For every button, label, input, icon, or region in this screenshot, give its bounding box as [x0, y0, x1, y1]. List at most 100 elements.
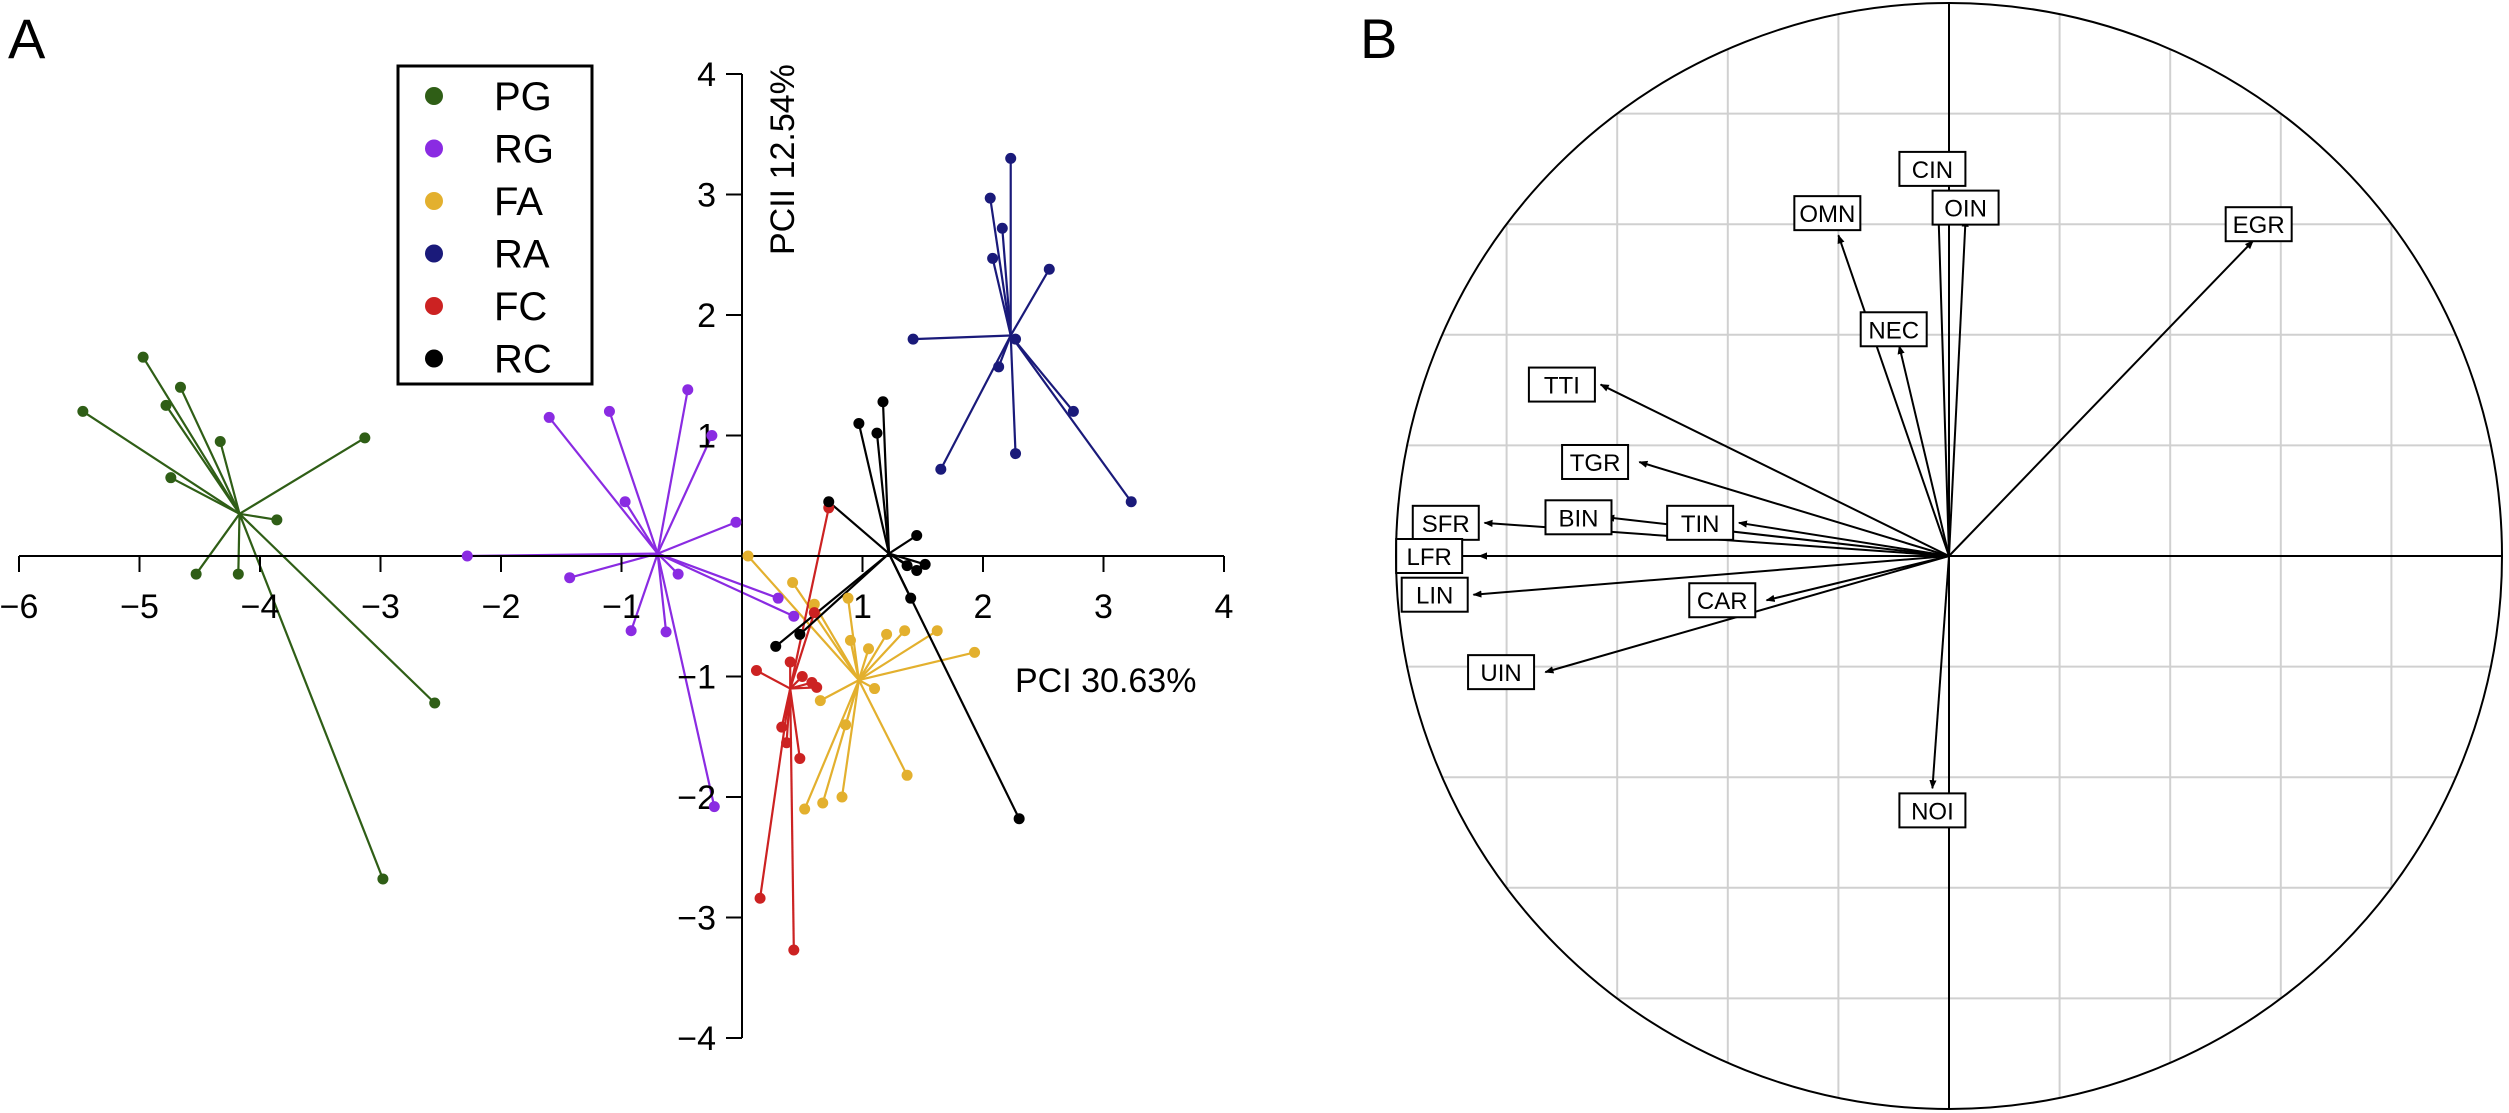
legend-label-fc: FC — [494, 285, 547, 329]
spoke-fa — [858, 629, 938, 682]
spoke-pg — [239, 512, 278, 521]
point-ra — [1010, 448, 1022, 460]
legend-marker-fc — [425, 297, 443, 315]
variable-label-lfr: LFR — [1395, 538, 1464, 574]
spoke-rg — [630, 553, 659, 632]
point-rg — [564, 572, 576, 584]
point-fa — [836, 791, 848, 803]
label-text: LFR — [1407, 544, 1452, 571]
variable-label-oin: OIN — [1931, 189, 2000, 226]
spoke-pg — [237, 513, 241, 575]
point-rg — [603, 405, 615, 417]
point-fa — [969, 646, 981, 658]
point-rc — [853, 417, 865, 429]
legend-marker-pg — [425, 87, 443, 105]
spoke-rc — [775, 552, 890, 648]
spoke-rg — [657, 552, 779, 600]
label-box — [1859, 311, 1928, 348]
point-fc — [784, 656, 796, 668]
spoke-rg — [656, 553, 668, 633]
point-pg — [377, 873, 389, 885]
point-pg — [165, 472, 177, 484]
spoke-fc — [755, 669, 791, 690]
point-pg — [174, 381, 186, 393]
spoke-fa — [857, 679, 909, 776]
spoke-fc — [789, 507, 830, 689]
point-fc — [794, 752, 806, 764]
label-box — [1400, 576, 1469, 613]
arrow-omn — [1837, 234, 1950, 557]
spoke-fa — [803, 679, 860, 810]
point-pg — [214, 436, 226, 448]
spoke-fa — [747, 555, 860, 681]
variable-label-nec: NEC — [1859, 311, 1928, 348]
point-rc — [919, 558, 931, 570]
point-rg — [730, 516, 742, 528]
label-text: OIN — [1944, 196, 1987, 223]
point-pg — [160, 399, 172, 411]
legend-marker-rg — [425, 139, 443, 158]
spoke-rg — [656, 389, 689, 554]
legend: PG RG FA RA FC RC — [396, 64, 594, 386]
point-rc — [1013, 813, 1025, 825]
spoke-pg — [238, 436, 366, 515]
point-rc — [823, 496, 835, 508]
spoke-ra — [913, 334, 1011, 341]
point-rc — [911, 564, 923, 576]
point-rg — [708, 801, 720, 813]
point-ra — [1125, 496, 1137, 508]
spoke-fa — [840, 679, 860, 798]
point-rg — [772, 592, 784, 604]
x-tick-label: −3 — [361, 588, 400, 626]
point-fa — [901, 769, 913, 781]
point-ra — [1010, 333, 1022, 345]
arrow-tin — [1737, 520, 1950, 557]
spoke-rg — [624, 501, 659, 555]
legend-label-ra: RA — [494, 233, 550, 277]
label-box — [1898, 792, 1967, 829]
spoke-pg — [219, 441, 241, 515]
label-box — [1411, 504, 1480, 541]
spoke-fc — [789, 688, 801, 759]
spoke-ra — [939, 334, 1012, 470]
spoke-rc — [828, 500, 890, 555]
point-pg — [77, 405, 89, 417]
spoke-pg — [238, 513, 436, 704]
y-tick-label: −1 — [677, 659, 716, 697]
label-box — [1561, 443, 1630, 480]
x-tick-label: −5 — [120, 588, 159, 626]
point-rg — [682, 384, 694, 396]
group-spokes — [82, 158, 1133, 951]
y-tick-label: −2 — [677, 779, 716, 817]
label-box — [1467, 654, 1536, 691]
spoke-fa — [813, 603, 860, 681]
label-box — [1898, 150, 1967, 187]
spoke-rg — [657, 521, 737, 555]
point-fc — [796, 671, 808, 682]
point-fa — [881, 628, 893, 640]
spoke-pg — [170, 476, 241, 515]
spoke-pg — [165, 404, 241, 515]
point-fa — [808, 598, 820, 610]
legend-marker-rc — [425, 349, 443, 368]
arrow-oin — [1948, 217, 1969, 557]
point-fa — [814, 695, 826, 707]
point-fa — [842, 592, 854, 604]
panel-b-correlation-circle: B CIN OIN OMN EGR NEC TTI TGR BIN TIN SFR LFR LIN CA… — [1360, 2, 2503, 1110]
point-rc — [871, 427, 883, 439]
point-ra — [996, 222, 1008, 234]
variable-label-cin: CIN — [1898, 150, 1967, 187]
x-axis-label: PCI 30.63% — [1015, 662, 1196, 700]
label-text: CIN — [1912, 157, 1953, 184]
spoke-rg — [656, 435, 713, 555]
legend-marker-fa — [425, 192, 443, 210]
x-tick-label: −2 — [482, 588, 521, 626]
spoke-ra — [989, 197, 1012, 336]
point-fc — [754, 892, 766, 904]
y-axis-label: PCII 12.54% — [764, 64, 802, 255]
point-fa — [899, 625, 911, 637]
x-tick-label: −6 — [0, 588, 38, 626]
spoke-rc — [857, 423, 891, 554]
spoke-fa — [821, 679, 860, 804]
